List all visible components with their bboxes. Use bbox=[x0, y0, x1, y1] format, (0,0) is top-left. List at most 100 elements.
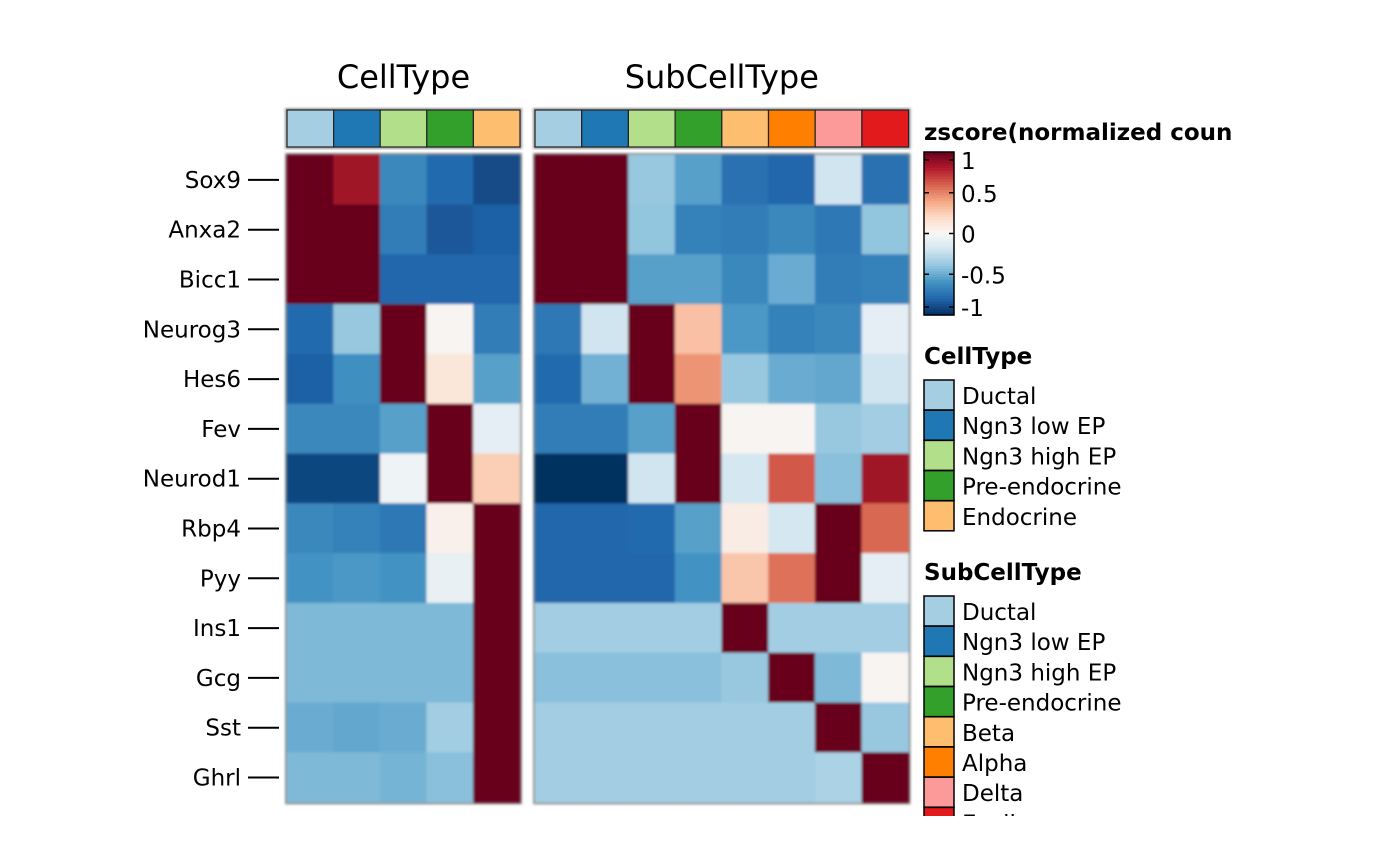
color-scale-step bbox=[924, 257, 954, 262]
heatmap-cell bbox=[628, 553, 676, 604]
color-scale-step bbox=[924, 282, 954, 286]
heatmap-cell bbox=[379, 453, 428, 504]
heatmap-cell bbox=[674, 702, 723, 753]
legend-label: Ductal bbox=[962, 384, 1036, 410]
heatmap-cell bbox=[674, 353, 723, 405]
heatmap-cell bbox=[379, 702, 428, 753]
heatmap-cell bbox=[814, 602, 863, 654]
legend-swatch bbox=[923, 439, 955, 472]
row-label-hes6: Hes6 bbox=[183, 367, 279, 393]
color-scale-tick-label: 0 bbox=[961, 223, 976, 249]
heatmap-cell bbox=[768, 154, 816, 206]
heatmap-cell bbox=[814, 254, 863, 305]
heatmap-cell bbox=[473, 503, 521, 554]
color-scale-step bbox=[924, 195, 954, 199]
heatmap-cell bbox=[721, 304, 769, 355]
heatmap-cell bbox=[426, 204, 474, 255]
heatmap-cell bbox=[473, 304, 521, 355]
color-scale-step bbox=[924, 173, 954, 178]
heatmap-cell bbox=[473, 752, 521, 803]
color-scale-step bbox=[924, 219, 954, 224]
heatmap-cell bbox=[674, 154, 723, 206]
color-scale-step bbox=[924, 247, 954, 251]
color-scale-step bbox=[924, 276, 954, 281]
legend-entry: Ngn3 low EP bbox=[923, 625, 1105, 657]
heatmap-panel-subcelltype: SubCellType bbox=[533, 58, 911, 805]
color-scale-step bbox=[924, 249, 954, 254]
color-scale-step bbox=[924, 179, 954, 183]
heatmap-cell bbox=[581, 204, 629, 255]
legend-entry: Pre-endocrine bbox=[923, 469, 1121, 502]
heatmap-cell bbox=[379, 254, 428, 305]
annotation-cell bbox=[333, 109, 381, 148]
heatmap-cell bbox=[581, 752, 629, 803]
color-scale-step bbox=[924, 192, 954, 197]
heatmap-cell bbox=[861, 304, 909, 355]
row-label-text: Ins1 bbox=[193, 616, 241, 642]
heatmap-cell bbox=[814, 702, 863, 753]
row-label-sox9: Sox9 bbox=[185, 168, 279, 194]
heatmap-cell bbox=[721, 403, 769, 455]
heatmap-cell bbox=[426, 752, 474, 803]
color-scale-step bbox=[924, 260, 954, 264]
heatmap-cell bbox=[426, 602, 474, 654]
heatmap-cell bbox=[473, 602, 521, 654]
legend-label: Ngn3 high EP bbox=[962, 444, 1116, 470]
heatmap-cell bbox=[674, 453, 723, 504]
color-scale-tick-label: -1 bbox=[961, 296, 984, 322]
color-scale-step bbox=[924, 230, 954, 235]
heatmap-cell bbox=[814, 154, 863, 206]
legend-entry: Ngn3 low EP bbox=[923, 409, 1105, 441]
color-scale-tick-label: 1 bbox=[961, 149, 976, 175]
heatmap-cell bbox=[768, 752, 816, 803]
heatmap-cell bbox=[768, 652, 816, 704]
heatmap-cell bbox=[473, 154, 521, 206]
row-label-ins1: Ins1 bbox=[193, 616, 279, 642]
heatmap-cell bbox=[473, 353, 521, 405]
heatmap-cell bbox=[581, 702, 629, 753]
color-scale-step bbox=[924, 176, 954, 180]
legend-label: Epsilon bbox=[962, 811, 1045, 837]
heatmap-cell bbox=[814, 453, 863, 504]
legend-label: Beta bbox=[962, 721, 1015, 747]
color-scale-step bbox=[924, 203, 954, 207]
heatmap-cell bbox=[861, 254, 909, 305]
color-scale-step bbox=[924, 168, 954, 172]
heatmap-cell bbox=[628, 154, 676, 206]
legend-entry: Alpha bbox=[923, 746, 1027, 778]
legend-label: Pre-endocrine bbox=[962, 475, 1121, 501]
legend-swatch bbox=[923, 595, 955, 627]
heatmap-cell bbox=[814, 204, 863, 255]
color-scale-bar bbox=[924, 152, 954, 316]
color-scale-step bbox=[924, 238, 954, 243]
heatmap-cell bbox=[426, 553, 474, 604]
color-scale-step bbox=[924, 306, 954, 311]
heatmap-cell bbox=[534, 652, 582, 704]
heatmap-cell bbox=[768, 204, 816, 255]
row-labels: Sox9 Anxa2 Bicc1 Neurog3 Hes6 Fev Neurod1 Rbp4 P… bbox=[143, 168, 279, 792]
row-label-neurog3: Neurog3 bbox=[143, 317, 279, 343]
row-label-fev: Fev bbox=[201, 417, 279, 443]
annotation-cell bbox=[814, 109, 863, 148]
panel-title: SubCellType bbox=[625, 58, 819, 96]
color-scale-step bbox=[924, 160, 954, 164]
legend-entry: Endocrine bbox=[923, 500, 1077, 532]
row-label-text: Gcg bbox=[196, 666, 241, 692]
row-label-text: Anxa2 bbox=[168, 218, 241, 244]
heatmap-cell bbox=[814, 304, 863, 355]
heatmap-cell bbox=[581, 403, 629, 455]
color-scale-step bbox=[924, 228, 954, 232]
legend-swatch bbox=[923, 716, 955, 748]
color-scale-step bbox=[924, 255, 954, 259]
legend-swatch bbox=[923, 469, 955, 502]
color-scale-step bbox=[924, 304, 954, 308]
color-scale-tick-label: 0.5 bbox=[961, 182, 998, 208]
heatmap-cell bbox=[286, 553, 334, 604]
color-scale-step bbox=[924, 184, 954, 188]
heatmap-cell bbox=[473, 702, 521, 753]
heatmap-cell bbox=[286, 304, 334, 355]
annotation-cell bbox=[472, 109, 521, 148]
heatmap-cell bbox=[628, 254, 676, 305]
row-label-ghrl: Ghrl bbox=[193, 766, 279, 792]
heatmap-cell bbox=[379, 503, 428, 554]
